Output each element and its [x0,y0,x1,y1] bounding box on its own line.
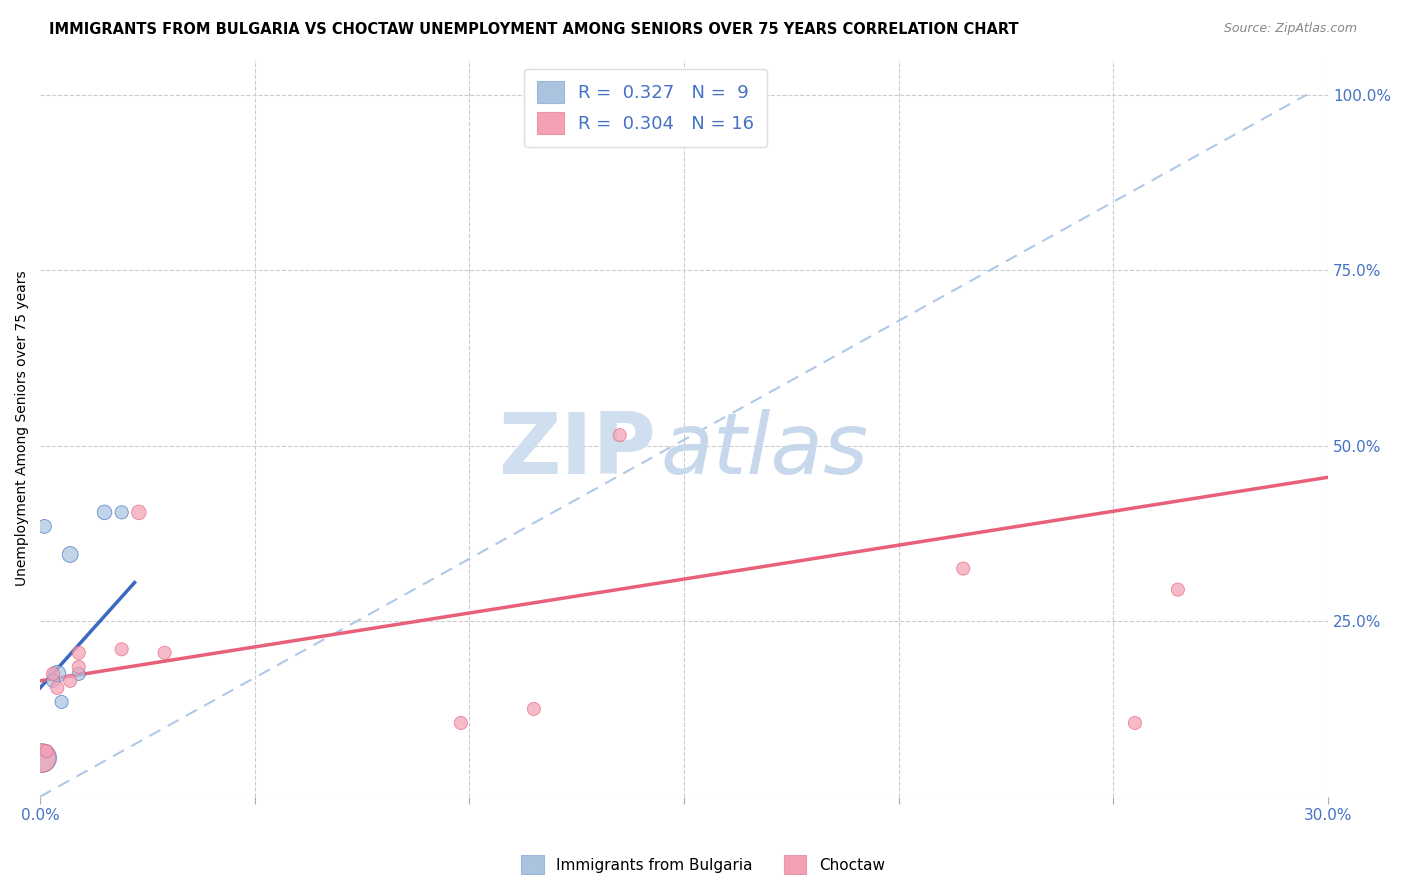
Y-axis label: Unemployment Among Seniors over 75 years: Unemployment Among Seniors over 75 years [15,270,30,586]
Point [30,751,52,765]
Text: IMMIGRANTS FROM BULGARIA VS CHOCTAW UNEMPLOYMENT AMONG SENIORS OVER 75 YEARS COR: IMMIGRANTS FROM BULGARIA VS CHOCTAW UNEM… [49,22,1019,37]
Point [1123,716,1146,731]
Point [46,666,69,681]
Point [42,666,65,681]
Point [35,744,58,758]
Point [111,505,134,519]
Text: Source: ZipAtlas.com: Source: ZipAtlas.com [1223,22,1357,36]
Point [523,702,546,716]
Point [67,660,90,674]
Point [51,695,73,709]
Point [42,673,65,688]
Legend: Immigrants from Bulgaria, Choctaw: Immigrants from Bulgaria, Choctaw [515,849,891,880]
Point [67,646,90,660]
Point [59,673,82,688]
Point [34,519,56,533]
Legend: R =  0.327   N =  9, R =  0.304   N = 16: R = 0.327 N = 9, R = 0.304 N = 16 [524,69,766,147]
Text: ZIP: ZIP [498,409,655,491]
Point [952,561,974,575]
Point [93,505,115,519]
Point [59,548,82,562]
Point [609,428,631,442]
Point [153,646,176,660]
Point [1167,582,1189,597]
Point [67,666,90,681]
Point [450,716,472,731]
Point [128,505,150,519]
Point [31,751,53,765]
Point [46,681,69,695]
Text: atlas: atlas [661,409,869,491]
Point [111,642,134,657]
